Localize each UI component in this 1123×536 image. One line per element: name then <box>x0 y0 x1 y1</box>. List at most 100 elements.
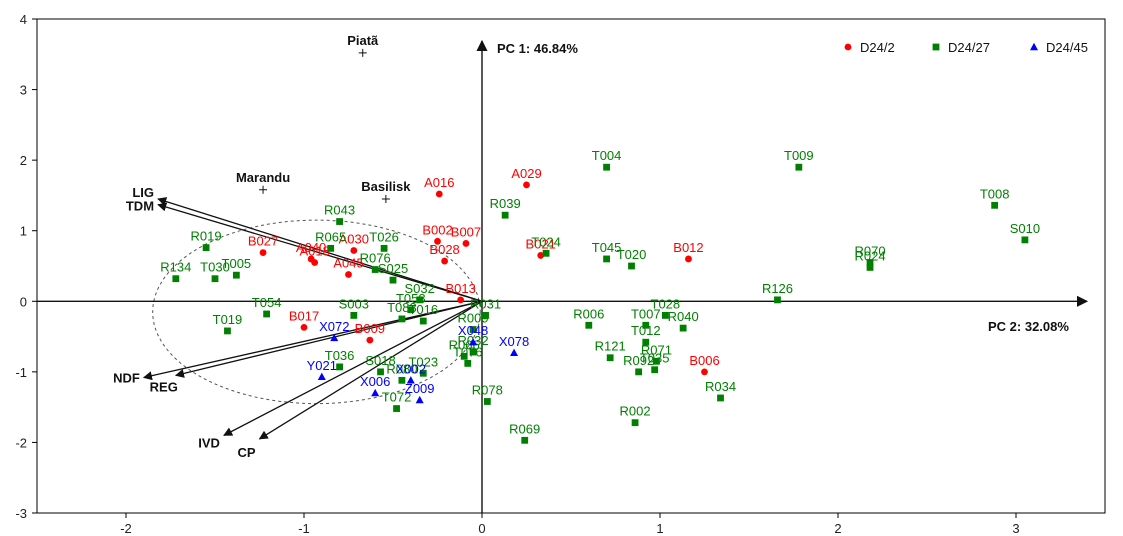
point-label-r080: R080 <box>386 361 417 376</box>
point-label-t026: T026 <box>369 229 399 244</box>
point-r126 <box>774 296 781 304</box>
point-label-b007: B007 <box>451 224 481 239</box>
point-r032 <box>469 348 477 356</box>
point-x072 <box>330 333 339 342</box>
point-label-a029: A029 <box>511 166 541 181</box>
point-t036 <box>336 363 343 371</box>
point-label-r024: R024 <box>855 248 886 263</box>
point-t030 <box>211 275 219 283</box>
point-b006 <box>701 368 708 376</box>
y-tick-label: 3 <box>20 83 27 98</box>
point-label-x002: X002 <box>396 361 426 376</box>
point-label-t016: T016 <box>408 302 438 317</box>
point-label-t036: T036 <box>325 348 355 363</box>
point-a029 <box>523 181 530 189</box>
point-label-s003: S003 <box>339 296 369 311</box>
y-tick-label: -1 <box>15 365 27 380</box>
point-label-x078: X078 <box>499 334 529 349</box>
y-tick-label: 2 <box>20 153 27 168</box>
point-label-b013: B013 <box>445 281 475 296</box>
y-tick-label: 1 <box>20 224 27 239</box>
legend-label-d2445: D24/45 <box>1046 40 1088 55</box>
point-label-z009: Z009 <box>405 381 435 396</box>
point-label-b017: B017 <box>289 308 319 323</box>
x-tick-label: 3 <box>1012 521 1019 536</box>
point-s003 <box>350 312 358 319</box>
supplementary-marker-basilisk <box>381 194 390 203</box>
vector-label-cp: CP <box>237 445 255 460</box>
point-t058 <box>407 306 415 314</box>
point-b027 <box>259 249 267 256</box>
x-tick-label: -1 <box>298 521 310 536</box>
point-r092 <box>635 368 643 376</box>
point-label-r040: R040 <box>668 309 699 324</box>
legend-marker-d2427 <box>932 43 940 51</box>
point-r002 <box>631 419 639 427</box>
point-b017 <box>300 323 308 331</box>
y-tick-label: -2 <box>15 435 27 450</box>
point-label-a016: A016 <box>424 175 454 190</box>
point-label-r121: R121 <box>595 339 626 354</box>
point-label-r092: R092 <box>623 353 654 368</box>
vector-ndf <box>142 300 483 381</box>
point-label-a045: A045 <box>333 255 363 270</box>
point-t012 <box>642 338 650 346</box>
point-t024 <box>542 249 550 257</box>
point-t076 <box>464 359 472 367</box>
vector-ivd <box>223 300 483 436</box>
point-label-t008: T008 <box>980 186 1010 201</box>
point-r034 <box>717 394 724 402</box>
pc2-axis-title: PC 2: 32.08% <box>988 319 1069 334</box>
point-label-t004: T004 <box>592 148 622 163</box>
y-tick-label: 4 <box>20 12 27 27</box>
point-label-r126: R126 <box>762 281 793 296</box>
point-label-x072: X072 <box>319 319 349 334</box>
point-t054 <box>263 310 271 318</box>
point-r066 <box>460 352 468 360</box>
legend: D24/2 D24/27 D24/45 <box>844 40 1088 55</box>
point-label-b028: B028 <box>429 242 459 257</box>
point-label-t030: T030 <box>200 260 230 275</box>
point-t028 <box>661 312 669 319</box>
point-r009 <box>469 326 477 333</box>
plot-frame <box>36 18 1106 514</box>
point-r043 <box>336 218 343 225</box>
legend-label-d2427: D24/27 <box>948 40 990 55</box>
point-label-t054: T054 <box>252 295 282 310</box>
point-label-r134: R134 <box>160 260 191 275</box>
point-label-a030: A030 <box>339 231 369 246</box>
point-b012 <box>685 255 692 263</box>
point-label-r065: R065 <box>315 229 346 244</box>
point-b007 <box>462 240 470 247</box>
vector-label-ivd: IVD <box>198 435 220 450</box>
point-r076 <box>371 266 379 273</box>
point-r069 <box>521 436 529 444</box>
supplementary-label-basilisk: Basilisk <box>361 179 411 194</box>
point-t005 <box>232 271 240 279</box>
point-label-r009: R009 <box>458 311 489 326</box>
point-label-t019: T019 <box>213 312 243 327</box>
point-label-r034: R034 <box>705 379 736 394</box>
point-r121 <box>606 354 614 362</box>
point-label-t020: T020 <box>617 247 647 262</box>
point-s025 <box>389 276 397 284</box>
point-b021 <box>537 252 545 259</box>
point-s010 <box>1021 236 1029 244</box>
point-label-r069: R069 <box>509 421 540 436</box>
point-z009 <box>415 395 424 404</box>
legend-marker-d2445 <box>1030 42 1038 51</box>
point-label-y021: Y021 <box>307 358 337 373</box>
point-r134 <box>172 275 180 283</box>
point-r040 <box>679 324 687 332</box>
point-label-s025: S025 <box>378 261 408 276</box>
point-s018 <box>377 368 384 376</box>
x-tick-label: 1 <box>656 521 663 536</box>
point-a045 <box>345 271 352 278</box>
point-a018 <box>311 259 319 266</box>
point-t026 <box>380 244 388 252</box>
x-tick-label: 2 <box>834 521 841 536</box>
point-label-r076: R076 <box>360 251 391 266</box>
point-label-r043: R043 <box>324 203 355 218</box>
